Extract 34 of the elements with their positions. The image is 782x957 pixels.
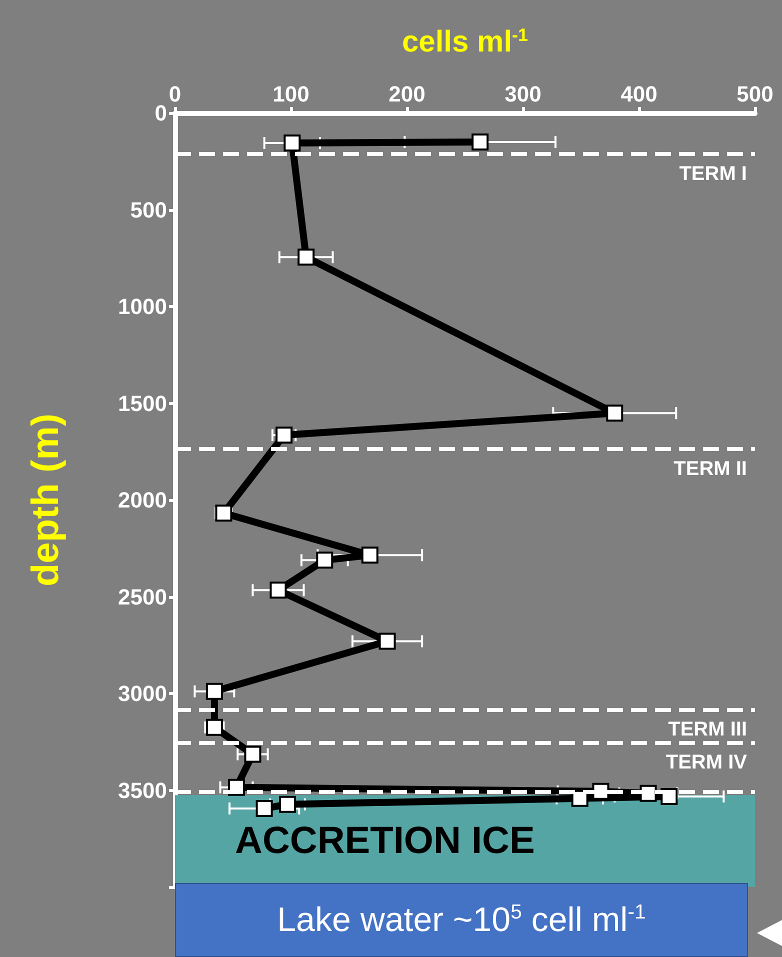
y-tick-label: 3000 (118, 681, 167, 706)
water-panel: Lake water ~10$^{5}$ cell ml$^{-1}$ (175, 883, 748, 957)
point (276, 426, 293, 444)
ref-line-label: TERM I (679, 163, 747, 186)
point (378, 632, 396, 650)
point (472, 134, 489, 151)
x-tick-label: 300 (504, 82, 542, 106)
ref-line-label: TERM III (668, 718, 747, 740)
y-tick-label: 1500 (118, 390, 167, 416)
y-tick-label: 2500 (118, 584, 167, 610)
point (206, 682, 223, 700)
y-axis-title: depth (m) (25, 413, 67, 587)
x-tick-label: 500 (736, 82, 774, 106)
x-tick-label: 200 (388, 82, 426, 106)
y-tick-label: 2000 (118, 488, 167, 512)
band-label: ACCRETION ICE (235, 820, 535, 862)
y-tick-label: 500 (130, 197, 167, 222)
point (244, 746, 262, 763)
ref-line-label: TERM II (674, 458, 747, 480)
x-tick-label: 400 (620, 82, 658, 106)
point (361, 546, 378, 564)
y-tick-label: 0 (154, 100, 167, 126)
point (316, 552, 334, 569)
y-tick-label: 3500 (118, 778, 167, 803)
x-tick-label: 100 (272, 82, 310, 106)
ref-line-label: TERM IV (666, 751, 748, 774)
point (279, 796, 296, 813)
point (640, 784, 657, 802)
point (256, 800, 273, 817)
point (606, 404, 624, 422)
point (270, 582, 287, 599)
y-tick-label: 1000 (118, 294, 167, 319)
point (284, 134, 301, 152)
point (298, 248, 315, 266)
